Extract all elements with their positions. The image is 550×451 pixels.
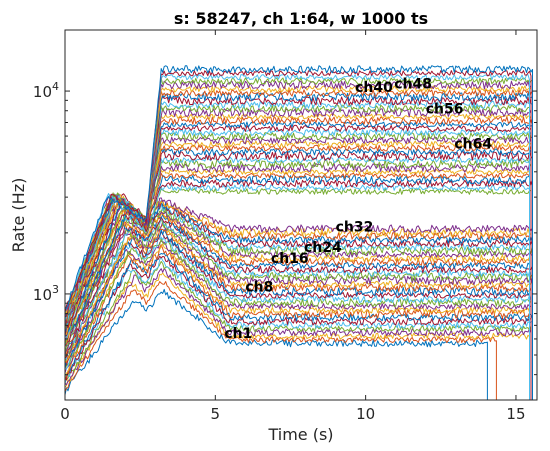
series-line: [65, 243, 530, 400]
series-line: [65, 214, 530, 400]
series-line: [65, 240, 532, 400]
series-layer: [65, 65, 533, 400]
series-line: [65, 216, 533, 400]
series-line: [65, 217, 532, 400]
x-tick-label: 5: [211, 405, 221, 423]
channel-annotation: ch1: [224, 326, 252, 342]
y-tick-label: 104: [33, 80, 59, 101]
plot-frame: [64, 29, 538, 401]
channel-annotation: ch32: [336, 219, 374, 235]
series-line: [65, 228, 532, 400]
series-line: [65, 89, 533, 400]
channel-annotation: ch48: [394, 76, 432, 92]
series-line: [65, 261, 532, 400]
axes-layer: 0 5 10 15 103 104: [33, 29, 538, 423]
series-line: [65, 65, 533, 400]
channel-annotation: ch8: [245, 280, 273, 296]
series-line: [65, 217, 533, 400]
chart-title: s: 58247, ch 1:64, w 1000 ts: [174, 9, 428, 28]
channel-annotation: ch56: [426, 102, 464, 118]
series-line: [65, 210, 530, 400]
series-line: [65, 256, 533, 400]
channel-annotation: ch24: [304, 240, 342, 256]
series-line: [65, 235, 532, 400]
channel-annotation: ch64: [454, 137, 492, 153]
x-tick-label: 0: [60, 405, 70, 423]
channel-annotation: ch16: [271, 251, 309, 267]
series-line: [65, 172, 530, 400]
x-tick-label: 15: [506, 405, 525, 423]
series-line: [65, 255, 532, 400]
y-tick-label: 103: [33, 283, 59, 304]
series-line: [65, 221, 533, 400]
series-line: [65, 207, 533, 400]
series-line: [65, 184, 530, 400]
channel-annotation: ch40: [355, 80, 393, 96]
y-axis-label: Rate (Hz): [9, 178, 28, 253]
series-line: [65, 267, 532, 400]
series-line: [65, 272, 530, 400]
x-tick-label: 10: [356, 405, 375, 423]
series-line: [65, 188, 532, 400]
series-line: [65, 77, 533, 400]
x-axis-label: Time (s): [267, 425, 333, 444]
